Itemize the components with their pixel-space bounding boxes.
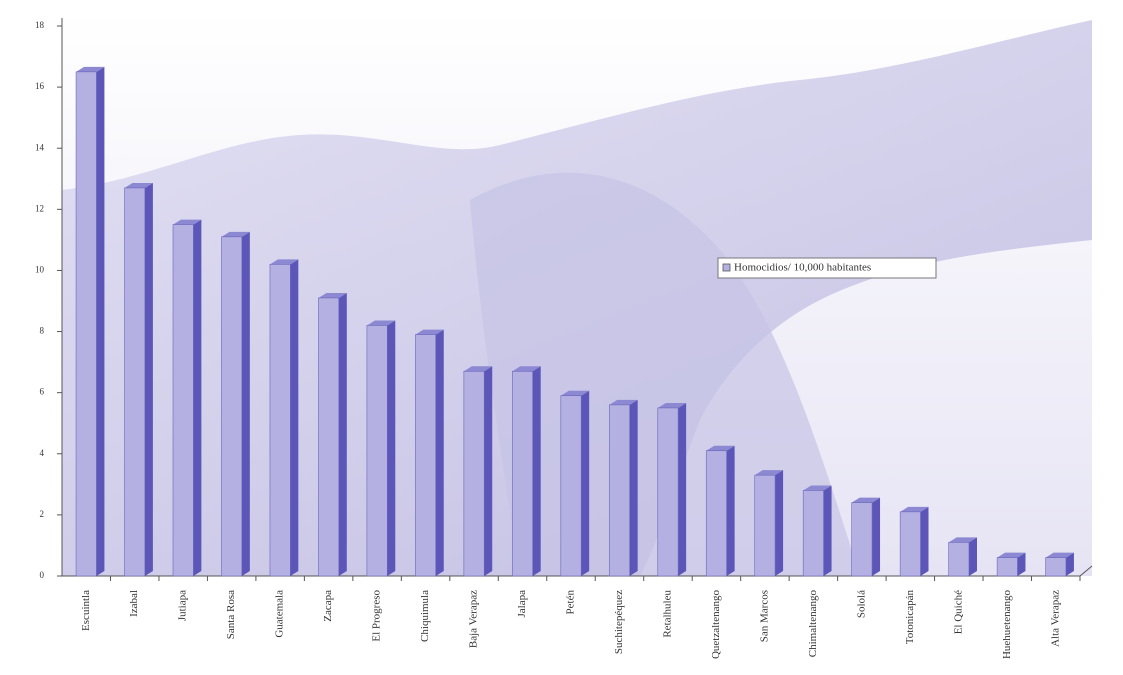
x-tick-label: Totonicapán bbox=[904, 590, 916, 645]
x-tick-label: Zacapa bbox=[322, 590, 334, 622]
bar-top bbox=[1045, 552, 1074, 558]
bar-top bbox=[221, 231, 250, 237]
bar bbox=[221, 236, 243, 577]
x-tick-label: El Progreso bbox=[371, 590, 383, 642]
x-tick-label: Jalapa bbox=[516, 590, 528, 618]
bar-side bbox=[387, 320, 396, 576]
bar-side bbox=[532, 366, 541, 576]
x-tick-label: Baja Verapaz bbox=[468, 590, 480, 648]
bar-top bbox=[657, 402, 687, 408]
bar bbox=[851, 502, 873, 577]
bar-side bbox=[1065, 552, 1074, 576]
bar bbox=[269, 264, 291, 577]
bar-side bbox=[144, 182, 153, 576]
bar-side bbox=[484, 366, 493, 576]
x-tick-label: Chimaltenango bbox=[807, 590, 819, 658]
bar-top bbox=[463, 366, 493, 372]
y-tick-label: 14 bbox=[35, 142, 45, 152]
x-tick-label: Jutiapa bbox=[177, 590, 189, 621]
bar bbox=[899, 511, 921, 577]
bar-top bbox=[851, 497, 881, 503]
bar bbox=[802, 490, 824, 577]
bar-side bbox=[290, 259, 299, 576]
bar bbox=[463, 370, 485, 577]
bar bbox=[608, 404, 630, 577]
bar-top bbox=[948, 537, 977, 543]
bar-side bbox=[968, 537, 977, 576]
legend-swatch bbox=[722, 263, 731, 272]
bar bbox=[657, 407, 679, 577]
x-tick-label: San Marcos bbox=[758, 590, 770, 642]
x-tick-label: Petén bbox=[565, 590, 577, 615]
bar bbox=[560, 395, 582, 577]
x-tick-label: Izabal bbox=[128, 590, 140, 617]
bar-side bbox=[581, 390, 590, 576]
bar-side bbox=[435, 329, 444, 576]
bar bbox=[75, 71, 97, 577]
bar-top bbox=[269, 259, 299, 265]
bar bbox=[754, 474, 776, 577]
bar-top bbox=[560, 390, 590, 396]
bar-side bbox=[823, 485, 832, 576]
bar bbox=[512, 370, 534, 577]
bar-top bbox=[76, 66, 105, 72]
bar-top bbox=[173, 219, 202, 225]
bar-side bbox=[338, 292, 347, 576]
bar-top bbox=[366, 320, 396, 326]
x-tick-label: Huehuetenango bbox=[1001, 590, 1013, 660]
bar bbox=[948, 542, 970, 577]
bar-top bbox=[124, 182, 153, 188]
bar bbox=[996, 557, 1018, 577]
y-tick-label: 0 bbox=[40, 570, 45, 580]
y-tick-label: 8 bbox=[40, 326, 45, 336]
x-tick-label: Suchitepéquez bbox=[613, 590, 625, 654]
bar bbox=[1045, 557, 1067, 577]
bar-top bbox=[754, 470, 784, 476]
bar-top bbox=[318, 292, 347, 298]
y-tick-label: 6 bbox=[40, 387, 45, 397]
x-tick-label: Santa Rosa bbox=[225, 590, 237, 639]
bar-top bbox=[900, 506, 929, 512]
bar bbox=[318, 297, 340, 577]
y-tick-label: 18 bbox=[35, 20, 45, 30]
bar-side bbox=[726, 445, 735, 576]
y-tick-label: 16 bbox=[35, 81, 45, 91]
bar-top bbox=[512, 366, 541, 372]
x-tick-label: Sololá bbox=[855, 590, 867, 618]
legend-label: Homocidios/ 10,000 habitantes bbox=[734, 262, 871, 274]
bar-side bbox=[678, 402, 687, 576]
y-tick-label: 10 bbox=[35, 265, 45, 275]
bar bbox=[415, 334, 437, 577]
bar-top bbox=[997, 552, 1026, 558]
bar-side bbox=[241, 231, 250, 577]
bar-top bbox=[609, 399, 638, 405]
bar-side bbox=[775, 470, 784, 576]
bar-side bbox=[1017, 552, 1026, 576]
bar bbox=[172, 224, 194, 577]
x-tick-label: Escuintla bbox=[80, 590, 92, 631]
x-tick-label: El Quiché bbox=[952, 590, 964, 634]
bar-side bbox=[872, 497, 881, 576]
x-tick-label: Retalhuleu bbox=[661, 590, 673, 638]
y-tick-label: 4 bbox=[40, 448, 45, 458]
x-tick-label: Guatemala bbox=[274, 590, 286, 638]
x-tick-label: Alta Verapaz bbox=[1049, 590, 1061, 647]
bar bbox=[705, 450, 727, 577]
bar-side bbox=[629, 399, 638, 576]
bar-top bbox=[415, 329, 444, 335]
x-tick-label: Quetzaltenango bbox=[710, 590, 722, 660]
bar-side bbox=[920, 506, 929, 576]
bar bbox=[124, 187, 146, 577]
x-tick-label: Chiquimula bbox=[419, 590, 431, 642]
bar-top bbox=[706, 445, 735, 451]
y-tick-label: 2 bbox=[40, 509, 45, 519]
y-tick-label: 12 bbox=[35, 203, 44, 213]
bar-side bbox=[193, 219, 202, 576]
bar-top bbox=[803, 485, 832, 491]
bar-side bbox=[96, 66, 105, 576]
bar bbox=[366, 325, 388, 577]
legend: Homocidios/ 10,000 habitantes bbox=[717, 257, 937, 279]
